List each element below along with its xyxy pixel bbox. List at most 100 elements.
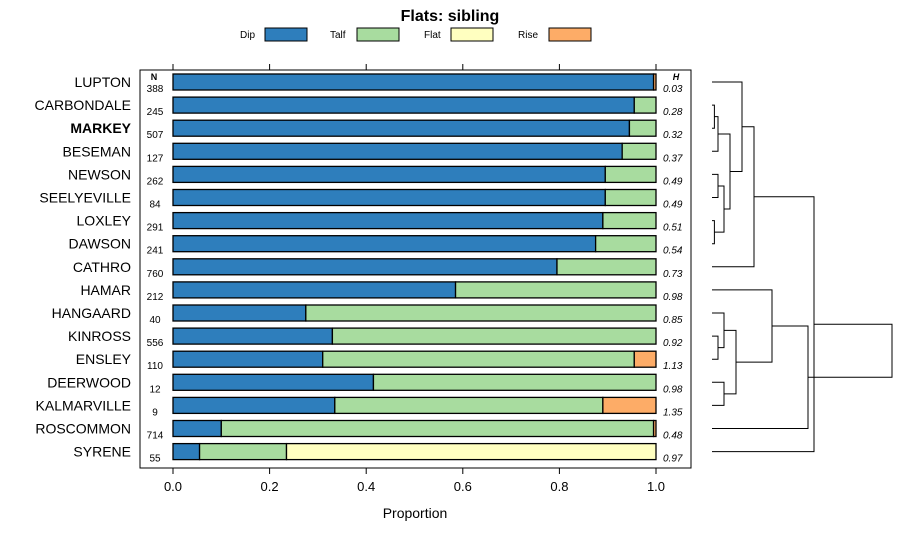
dendrogram-branch <box>714 185 725 233</box>
bar-segment-talf <box>602 211 657 230</box>
row-label: BESEMAN <box>63 143 131 159</box>
row-n-value: 9 <box>152 407 158 418</box>
dendrogram-branch <box>712 81 743 173</box>
row-label: SYRENE <box>73 444 131 460</box>
x-tick-label: 0.8 <box>550 479 568 494</box>
dendrogram-branch <box>712 196 815 453</box>
h-column-header: H <box>673 72 680 82</box>
plot-frame <box>139 69 692 469</box>
row-label: DAWSON <box>69 236 131 252</box>
n-column-header: N <box>151 72 158 82</box>
row-h-value: 0.48 <box>663 431 683 442</box>
row-n-value: 760 <box>147 269 164 280</box>
bar-row-deerwood: DEERWOOD 12 0.98 <box>47 373 683 395</box>
legend-swatch-talf <box>356 27 400 42</box>
dendrogram-branch <box>712 325 809 429</box>
x-tick-label: 1.0 <box>647 479 665 494</box>
bar-row-dawson: DAWSON 241 0.54 <box>69 235 683 257</box>
bar-segment-talf <box>305 304 657 322</box>
row-label: CARBONDALE <box>35 97 131 113</box>
bar-segment-dip <box>172 96 635 114</box>
bar-segment-talf <box>556 258 657 276</box>
dendrogram-branch <box>712 116 719 152</box>
bar-segment-dip <box>172 281 457 299</box>
bar-segment-flat <box>285 442 657 461</box>
bar-row-cathro: CATHRO 760 0.73 <box>73 258 683 280</box>
bar-segment-talf <box>334 396 604 415</box>
row-h-value: 1.35 <box>663 407 683 418</box>
bar-segment-dip <box>172 119 631 137</box>
row-n-value: 12 <box>149 384 161 395</box>
legend-label-talf: Talf <box>330 30 346 41</box>
bar-segment-dip <box>172 373 375 391</box>
row-h-value: 0.98 <box>663 292 683 303</box>
legend-swatch-rise <box>548 27 592 42</box>
row-label: ROSCOMMON <box>35 421 131 437</box>
x-tick-label: 0.4 <box>357 479 375 494</box>
row-label: MARKEY <box>70 120 131 136</box>
bar-segment-dip <box>172 327 334 345</box>
dendrogram <box>712 81 893 453</box>
bar-segment-talf <box>633 96 657 114</box>
bar-segment-talf <box>372 373 657 391</box>
row-h-value: 0.98 <box>663 384 683 395</box>
bar-segment-talf <box>220 419 655 438</box>
bar-row-newson: NEWSON 262 0.49 <box>68 165 683 187</box>
row-n-value: 714 <box>147 431 164 442</box>
row-h-value: 1.13 <box>663 361 683 372</box>
row-label: SEELYEVILLE <box>39 190 131 206</box>
row-h-value: 0.51 <box>663 223 682 234</box>
legend-label-flat: Flat <box>424 30 441 41</box>
legend: Dip Talf Flat Rise <box>240 27 592 42</box>
bar-row-beseman: BESEMAN 127 0.37 <box>63 142 683 164</box>
legend-label-dip: Dip <box>240 30 255 41</box>
bar-segment-talf <box>594 235 657 253</box>
bar-segment-talf <box>604 165 657 184</box>
row-n-value: 84 <box>149 200 161 211</box>
bar-segment-rise <box>652 73 657 91</box>
row-h-value: 0.49 <box>663 176 683 187</box>
chart-title: Flats: sibling <box>401 8 500 25</box>
bar-segment-talf <box>198 442 288 461</box>
bar-row-hamar: HAMAR 212 0.98 <box>80 281 683 303</box>
x-tick-label: 0.2 <box>261 479 279 494</box>
dendrogram-branch <box>712 220 715 245</box>
bar-segment-talf <box>621 142 657 160</box>
x-tick-label: 0.0 <box>164 479 182 494</box>
bar-segment-dip <box>172 211 604 230</box>
bar-segment-dip <box>172 442 201 461</box>
row-label: LOXLEY <box>77 213 132 229</box>
bar-segment-dip <box>172 258 558 276</box>
bar-segment-dip <box>172 419 222 438</box>
row-n-value: 388 <box>147 84 164 95</box>
x-tick-label: 0.6 <box>454 479 472 494</box>
row-label: ENSLEY <box>76 351 132 367</box>
bar-segment-dip <box>172 304 307 322</box>
row-n-value: 55 <box>149 454 161 465</box>
dendrogram-branch <box>712 173 719 198</box>
row-label: KALMARVILLE <box>36 397 131 413</box>
row-n-value: 262 <box>147 176 164 187</box>
row-h-value: 0.97 <box>663 454 683 465</box>
bar-row-loxley: LOXLEY 291 0.51 <box>77 211 682 234</box>
row-label: HAMAR <box>80 282 131 298</box>
bar-row-markey: MARKEY 507 0.32 <box>70 119 683 141</box>
row-n-value: 40 <box>149 315 161 326</box>
bar-segment-dip <box>172 396 336 415</box>
row-label: LUPTON <box>74 74 131 90</box>
row-h-value: 0.32 <box>663 130 683 141</box>
row-h-value: 0.37 <box>663 153 683 164</box>
dendrogram-branch <box>712 289 773 363</box>
row-n-value: 291 <box>147 223 164 234</box>
bar-segment-talf <box>628 119 657 137</box>
row-h-value: 0.92 <box>663 338 683 349</box>
bar-row-kinross: KINROSS 556 0.92 <box>68 327 683 349</box>
row-n-value: 507 <box>147 130 164 141</box>
bar-row-lupton: LUPTON 388 0.03 <box>74 73 683 95</box>
row-label: NEWSON <box>68 166 131 182</box>
row-n-value: 212 <box>147 292 164 303</box>
row-h-value: 0.49 <box>663 200 683 211</box>
bar-segment-rise <box>602 396 657 415</box>
bar-segment-dip <box>172 188 606 207</box>
